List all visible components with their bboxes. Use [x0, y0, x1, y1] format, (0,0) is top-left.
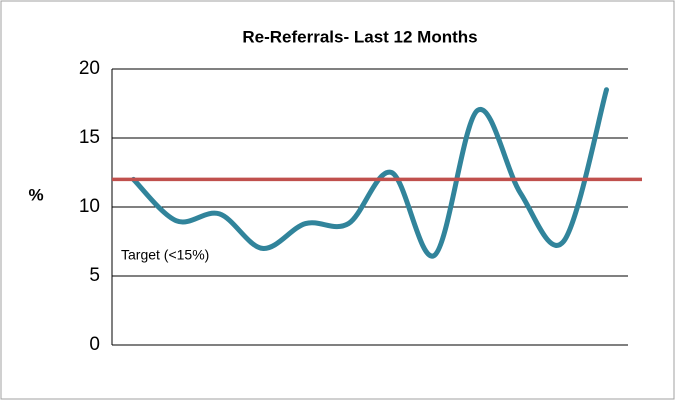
y-tick-label: 15 [79, 127, 100, 148]
y-tick-label: 5 [89, 265, 100, 286]
y-axis-label: % [28, 185, 43, 204]
chart-title: Re-Referrals- Last 12 Months [242, 27, 477, 46]
y-tick-label: 20 [79, 58, 100, 79]
y-tick-label: 0 [89, 334, 100, 355]
y-tick-label: 10 [79, 196, 100, 217]
data-line [131, 87, 609, 259]
target-label: Target (<15%) [121, 247, 209, 263]
